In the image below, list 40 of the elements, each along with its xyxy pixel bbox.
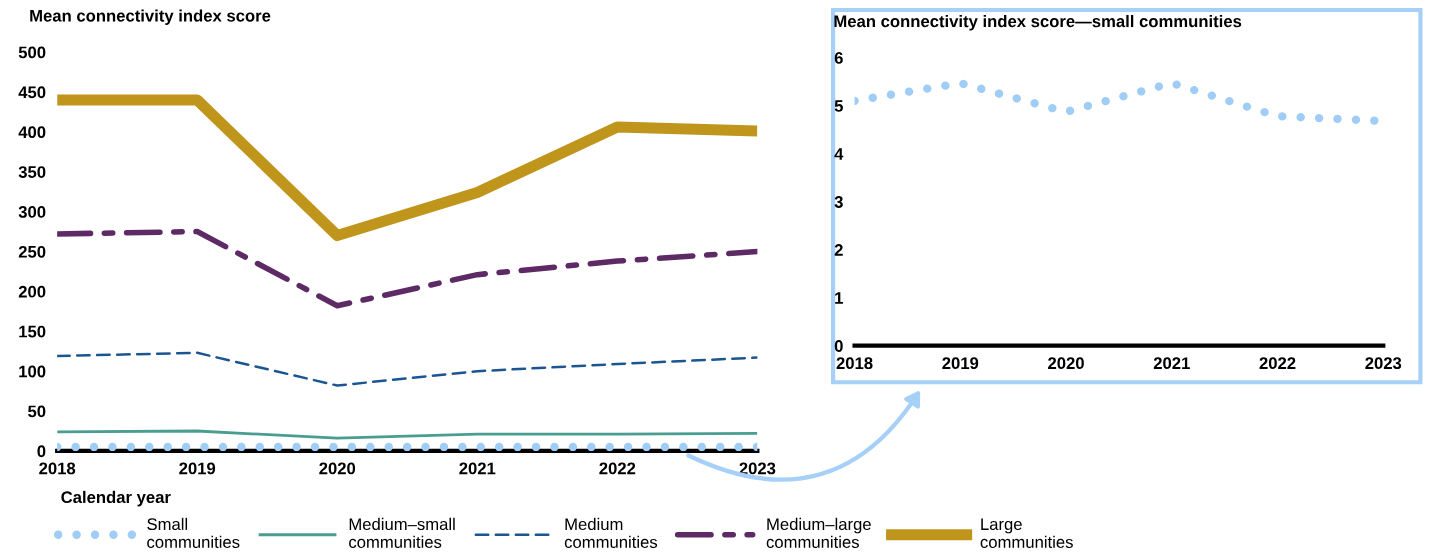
x-tick-label: 2023 <box>1365 357 1402 370</box>
y-tick-label: 0 <box>834 340 843 352</box>
x-tick-label: 2020 <box>1048 357 1084 370</box>
y-tick-label: 150 <box>19 325 46 338</box>
y-tick-label: 50 <box>28 405 46 418</box>
y-tick-label: 100 <box>19 365 46 378</box>
y-tick-label: 4 <box>834 148 844 160</box>
y-tick-label: 400 <box>18 126 46 139</box>
x-tick-label: 2019 <box>942 357 979 370</box>
line-series <box>57 429 758 440</box>
x-tick-label: 2018 <box>836 357 873 370</box>
y-tick-label: 2 <box>834 244 843 256</box>
y-tick-label: 1 <box>835 292 843 304</box>
x-tick-label: 2018 <box>39 462 76 475</box>
legend-label: Medium communities <box>564 517 658 548</box>
y-tick-label: 3 <box>834 196 843 208</box>
chart-title: Mean connectivity index score <box>30 9 271 25</box>
x-tick-label: 2022 <box>599 462 636 475</box>
x-tick-label: 2019 <box>179 462 216 475</box>
legend-label: Small communities <box>147 517 240 548</box>
x-tick-label: 2021 <box>1153 357 1190 370</box>
legend-label: Medium–large communities <box>766 517 871 548</box>
x-tick-label: 2020 <box>319 462 356 475</box>
y-tick-label: 500 <box>18 46 46 59</box>
y-tick-label: 5 <box>834 100 843 112</box>
chart-title: Mean connectivity index score—small communities <box>834 14 1242 31</box>
x-axis-title: Calendar year <box>61 490 171 507</box>
y-tick-label: 200 <box>18 285 46 298</box>
legend-label: Medium–small communities <box>349 517 455 548</box>
x-tick-label: 2021 <box>459 462 496 475</box>
y-tick-label: 250 <box>18 245 46 258</box>
line-series <box>57 351 758 387</box>
y-tick-label: 0 <box>37 445 46 458</box>
y-tick-label: 300 <box>18 206 46 218</box>
legend-label: Large communities <box>980 518 1073 548</box>
x-tick-label: 2022 <box>1259 357 1296 370</box>
y-tick-label: 450 <box>18 86 46 99</box>
y-tick-label: 6 <box>834 52 843 64</box>
x-tick-label: 2023 <box>739 462 776 475</box>
y-tick-label: 350 <box>18 166 46 178</box>
